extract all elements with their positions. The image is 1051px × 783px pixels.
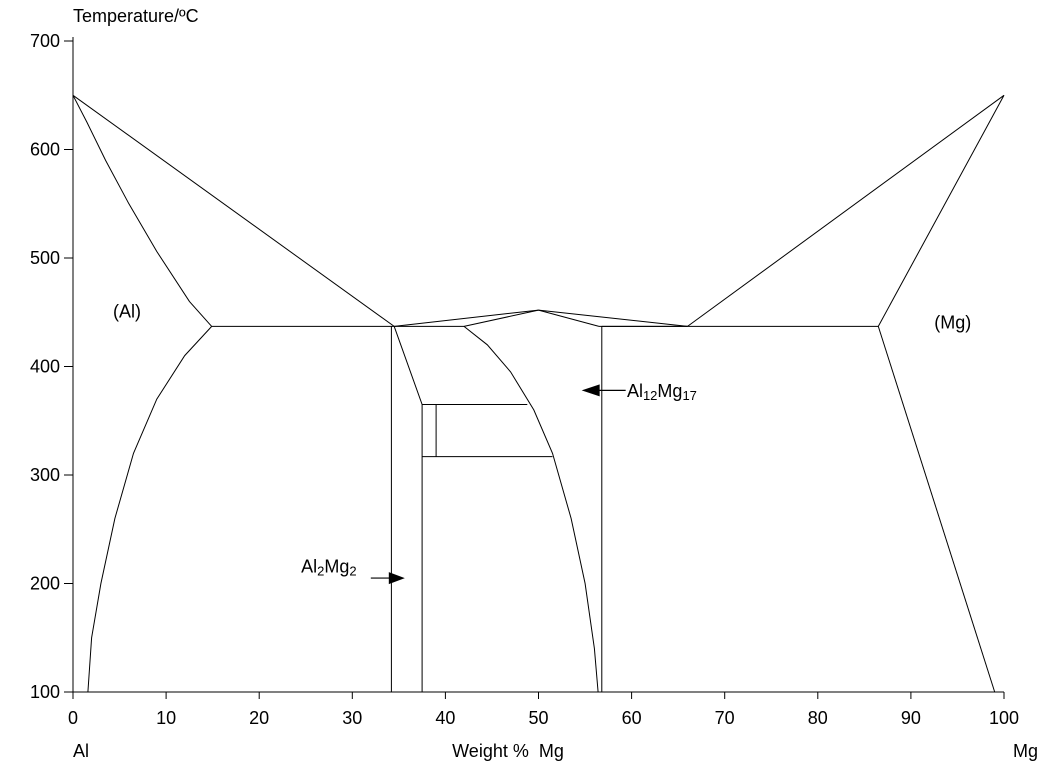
- x-tick-label: 60: [622, 708, 642, 728]
- x-tick-label: 40: [435, 708, 455, 728]
- y-tick-label: 400: [30, 357, 60, 377]
- x-tick-label: 20: [249, 708, 269, 728]
- al-solidus: [72, 95, 213, 327]
- region-label: (Mg): [934, 313, 971, 333]
- x-axis-title: Weight % Mg: [452, 741, 564, 761]
- y-tick-label: 200: [30, 574, 60, 594]
- mg-liquidus: [687, 94, 1005, 327]
- x-tick-label: 50: [528, 708, 548, 728]
- x-tick-label: 80: [808, 708, 828, 728]
- x-tick-label: 100: [989, 708, 1019, 728]
- beta-solidus-left: [463, 309, 539, 327]
- y-tick-label: 700: [30, 31, 60, 51]
- al-solvus: [87, 326, 213, 693]
- y-tick-label: 500: [30, 248, 60, 268]
- x-tick-label: 30: [342, 708, 362, 728]
- gamma-solvus: [463, 326, 599, 693]
- axes: 100 200 300 400 500 600 700 0 10 20 30 40 50 60 70 80 90…: [30, 6, 1038, 761]
- x-left-component-label: Al: [73, 741, 89, 761]
- phase-lines: [72, 94, 1005, 693]
- y-axis-title: Temperature/ºC: [73, 6, 199, 26]
- mg-solvus: [877, 326, 996, 693]
- x-tick-label: 90: [901, 708, 921, 728]
- x-tick-label: 10: [156, 708, 176, 728]
- beta-left-boundary: [393, 326, 423, 692]
- compound-arrowhead: [388, 572, 405, 585]
- region-label: (Al): [113, 302, 141, 322]
- al-liquidus: [72, 94, 395, 327]
- beta-liquidus-left: [394, 309, 539, 327]
- x-tick-label: 70: [715, 708, 735, 728]
- y-tick-label: 600: [30, 140, 60, 160]
- y-tick-label: 300: [30, 465, 60, 485]
- y-tick-label: 100: [30, 682, 60, 702]
- x-right-component-label: Mg: [1013, 741, 1038, 761]
- compound-arrowhead: [581, 384, 600, 397]
- gamma-liquidus-right: [538, 309, 688, 327]
- x-tick-label: 0: [68, 708, 78, 728]
- gamma-solidus-right: [538, 309, 600, 327]
- labels: (Al) (Mg) Al12Mg17 Al2Mg2: [113, 302, 971, 585]
- mg-solidus: [877, 95, 1005, 327]
- compound-label: Al12Mg17: [627, 381, 697, 403]
- compound-label: Al2Mg2: [301, 557, 357, 579]
